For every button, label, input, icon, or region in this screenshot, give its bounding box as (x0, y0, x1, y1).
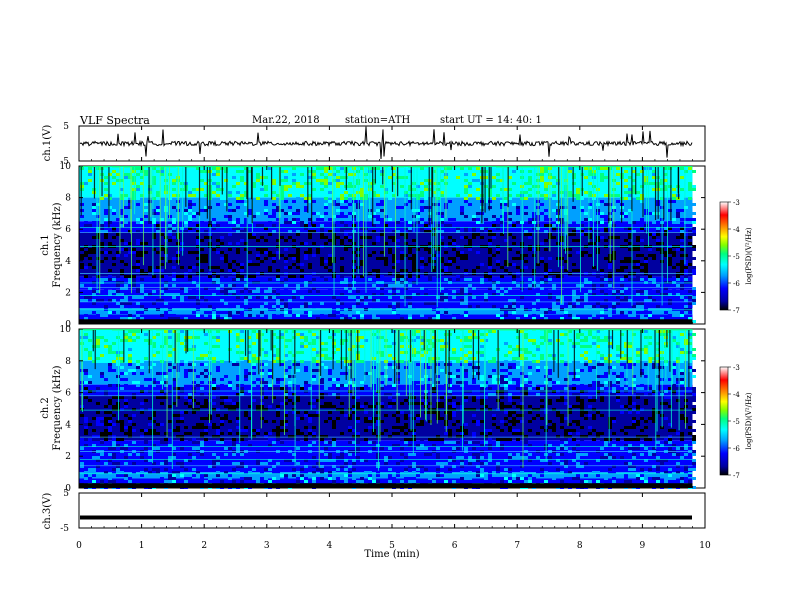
y-tick-label: 4 (65, 257, 71, 267)
ch3-voltage-frame (78, 492, 706, 529)
x-tick-label: 9 (640, 541, 646, 551)
ch1-spec-ylabel-line1: ch.1 (40, 234, 51, 256)
ch2-colorbar-gradient (719, 366, 729, 476)
chart-title: VLF Spectra (80, 114, 150, 127)
x-tick-label: 7 (514, 541, 520, 551)
x-tick-label: 8 (577, 541, 583, 551)
ch1-colorbar-gradient (719, 201, 729, 311)
colorbar-tick-label: -4 (733, 391, 740, 399)
colorbar-tick-label: -5 (733, 253, 740, 261)
y-tick-label: 6 (65, 389, 71, 399)
y-tick-label: 5 (63, 489, 69, 499)
ch2-spectrogram (79, 329, 696, 489)
x-tick-label: 3 (264, 541, 270, 551)
y-tick-label: 0 (65, 484, 71, 494)
ch3-voltage-ylabel: ch.3(V) (42, 493, 53, 530)
y-tick-label: 10 (60, 325, 72, 335)
colorbar-tick-label: -3 (733, 199, 740, 207)
y-tick-label: 10 (60, 162, 72, 172)
y-tick-label: 4 (65, 420, 71, 430)
date-label: Mar.22, 2018 (252, 115, 320, 126)
y-tick-label: -5 (60, 157, 69, 167)
y-tick-label: 2 (65, 288, 71, 298)
colorbar-tick-label: -7 (733, 307, 740, 315)
colorbar-tick-label: -5 (733, 418, 740, 426)
y-tick-label: -5 (60, 524, 69, 534)
ch2-spec-ylabel-line2: Frequency (kHz) (52, 365, 63, 450)
y-tick-label: 6 (65, 225, 71, 235)
colorbar-tick-label: -6 (733, 445, 740, 453)
start-ut-label: start UT = 14: 40: 1 (440, 115, 542, 126)
x-tick-label: 1 (139, 541, 145, 551)
ch1-voltage-trace (79, 126, 693, 160)
y-tick-label: 8 (65, 357, 71, 367)
y-tick-label: 5 (63, 122, 69, 132)
x-tick-label: 2 (201, 541, 207, 551)
colorbar-tick-label: -3 (733, 364, 740, 372)
x-axis-title: Time (min) (364, 549, 419, 560)
x-tick-label: 6 (452, 541, 458, 551)
x-tick-label: 5 (389, 541, 395, 551)
y-tick-label: 2 (65, 452, 71, 462)
colorbar-tick-label: -6 (733, 280, 740, 288)
y-tick-label: 8 (65, 194, 71, 204)
ch1-spec-ylabel-line2: Frequency (kHz) (52, 202, 63, 287)
ch1-colorbar: -3 -4 -5 -6 -7 log(PSD)(V²/Hz) (719, 199, 753, 315)
colorbar-tick-label: -4 (733, 226, 740, 234)
x-tick-label: 4 (327, 541, 333, 551)
colorbar-tick-label: -7 (733, 472, 740, 480)
ch1-colorbar-label: log(PSD)(V²/Hz) (745, 227, 753, 284)
station-label: station=ATH (345, 115, 411, 126)
ch1-spectrogram (79, 166, 696, 324)
x-tick-label: 0 (76, 541, 82, 551)
ch2-colorbar-label: log(PSD)(V²/Hz) (745, 392, 753, 449)
ch2-colorbar: -3 -4 -5 -6 -7 log(PSD)(V²/Hz) (719, 364, 753, 480)
y-tick-label: 0 (65, 320, 71, 330)
ch2-spec-ylabel-line1: ch.2 (40, 397, 51, 419)
x-tick-label: 10 (699, 541, 711, 551)
ch1-voltage-ylabel: ch.1(V) (42, 125, 53, 162)
